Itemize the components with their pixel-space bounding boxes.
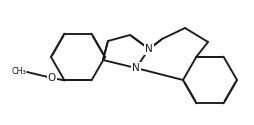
Text: N: N (132, 63, 139, 73)
Text: CH₃: CH₃ (11, 68, 26, 76)
Text: N: N (145, 44, 152, 54)
Text: O: O (48, 73, 56, 83)
